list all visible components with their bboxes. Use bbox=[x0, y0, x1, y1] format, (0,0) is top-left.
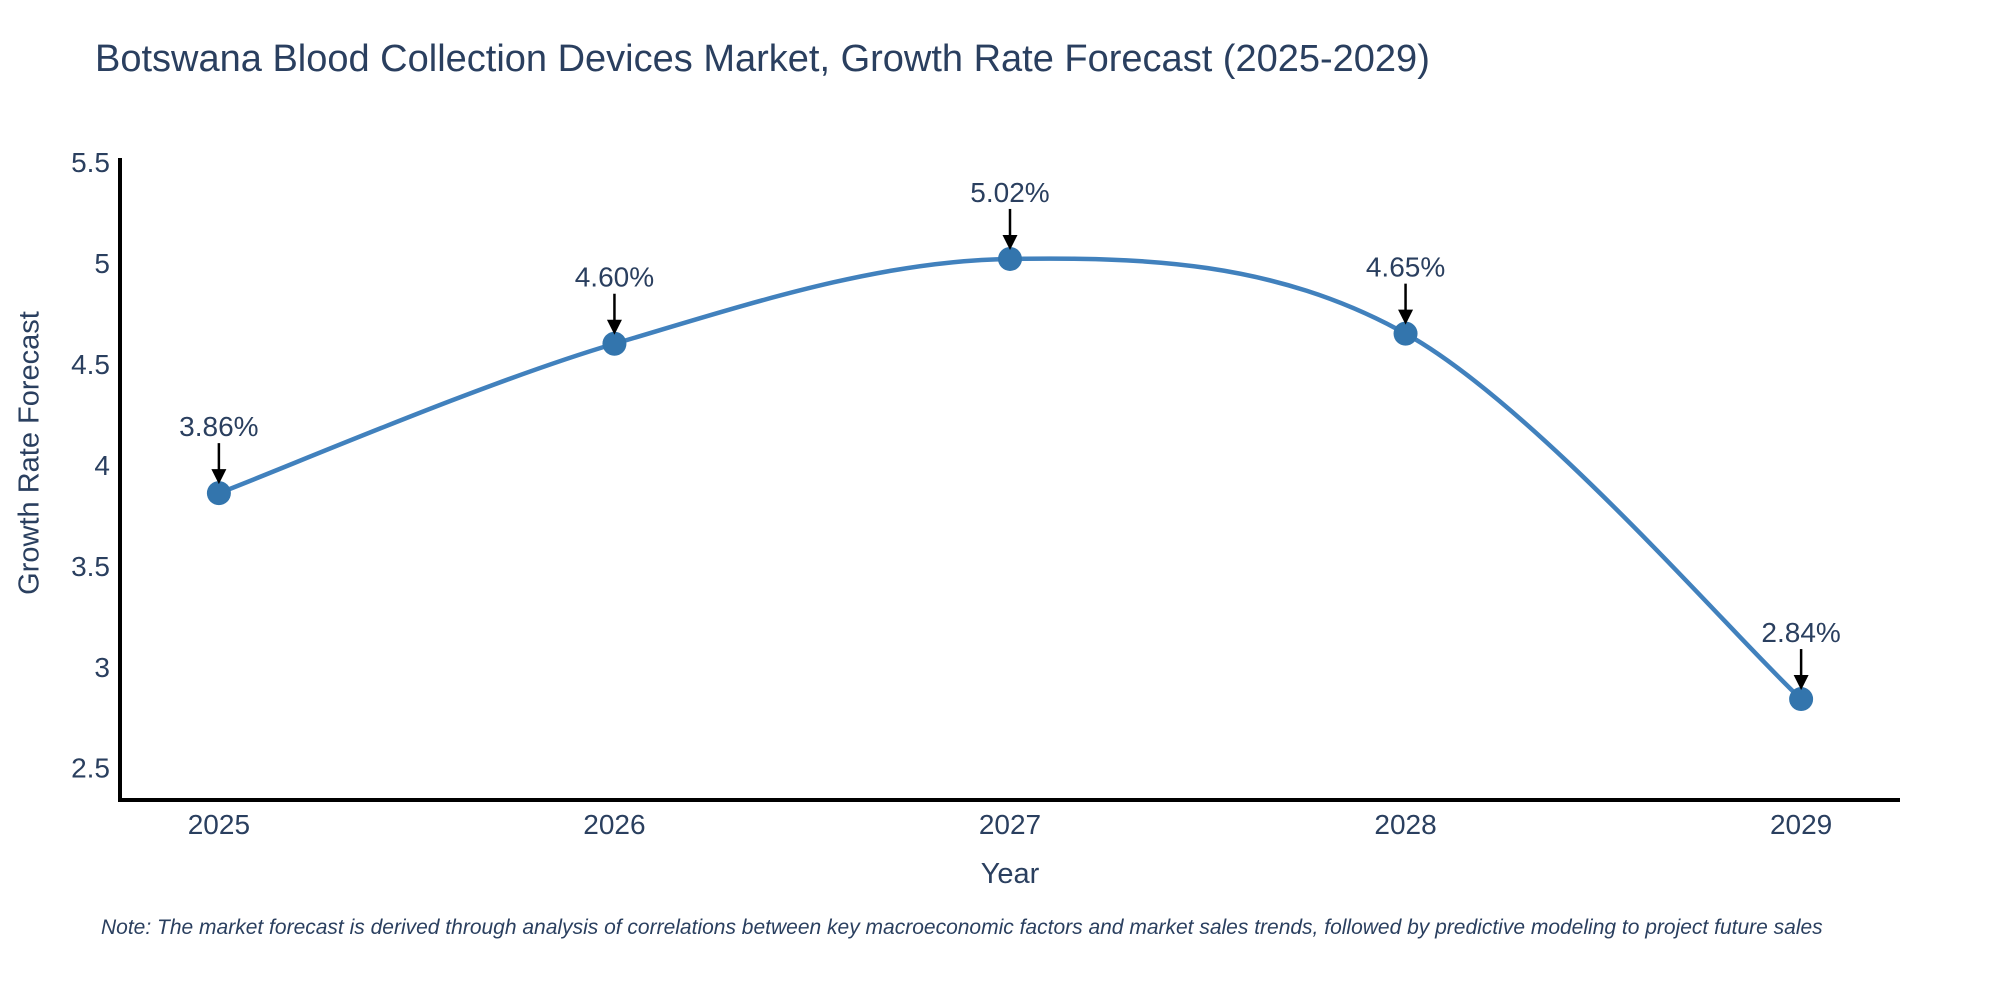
annotation-arrowhead bbox=[1002, 234, 1018, 250]
y-tick-label: 4.5 bbox=[71, 349, 110, 380]
data-point-marker bbox=[1789, 687, 1814, 712]
data-point-marker bbox=[1393, 321, 1418, 346]
forecast-line bbox=[218, 256, 1803, 701]
point-value-label: 5.02% bbox=[970, 177, 1049, 208]
data-point-marker bbox=[998, 246, 1022, 271]
annotation-arrowhead bbox=[606, 319, 622, 335]
x-tick-label: 2029 bbox=[1770, 809, 1832, 840]
data-point-marker bbox=[602, 331, 627, 356]
point-value-label: 2.84% bbox=[1761, 617, 1840, 648]
y-tick-label: 2.5 bbox=[71, 753, 110, 784]
x-tick-label: 2027 bbox=[979, 809, 1041, 840]
x-axis-title: Year bbox=[980, 858, 1040, 890]
chart-title: Botswana Blood Collection Devices Market… bbox=[95, 38, 1430, 80]
point-value-label: 4.60% bbox=[575, 262, 654, 293]
annotation-arrowhead bbox=[1398, 309, 1414, 325]
y-tick-label: 4 bbox=[94, 450, 110, 481]
annotation-arrowhead bbox=[1793, 675, 1809, 691]
x-tick-label: 2028 bbox=[1374, 809, 1436, 840]
y-tick-label: 5 bbox=[94, 248, 110, 279]
x-tick-label: 2025 bbox=[188, 809, 250, 840]
point-value-label: 3.86% bbox=[179, 411, 258, 442]
y-tick-label: 5.5 bbox=[71, 147, 110, 178]
y-tick-label: 3 bbox=[94, 652, 110, 683]
data-point-marker bbox=[206, 481, 231, 506]
annotation-arrowhead bbox=[211, 469, 227, 485]
y-tick-label: 3.5 bbox=[71, 551, 110, 582]
footnote: Note: The market forecast is derived thr… bbox=[101, 916, 1823, 939]
point-value-label: 4.65% bbox=[1366, 252, 1445, 283]
x-tick-label: 2026 bbox=[583, 809, 645, 840]
